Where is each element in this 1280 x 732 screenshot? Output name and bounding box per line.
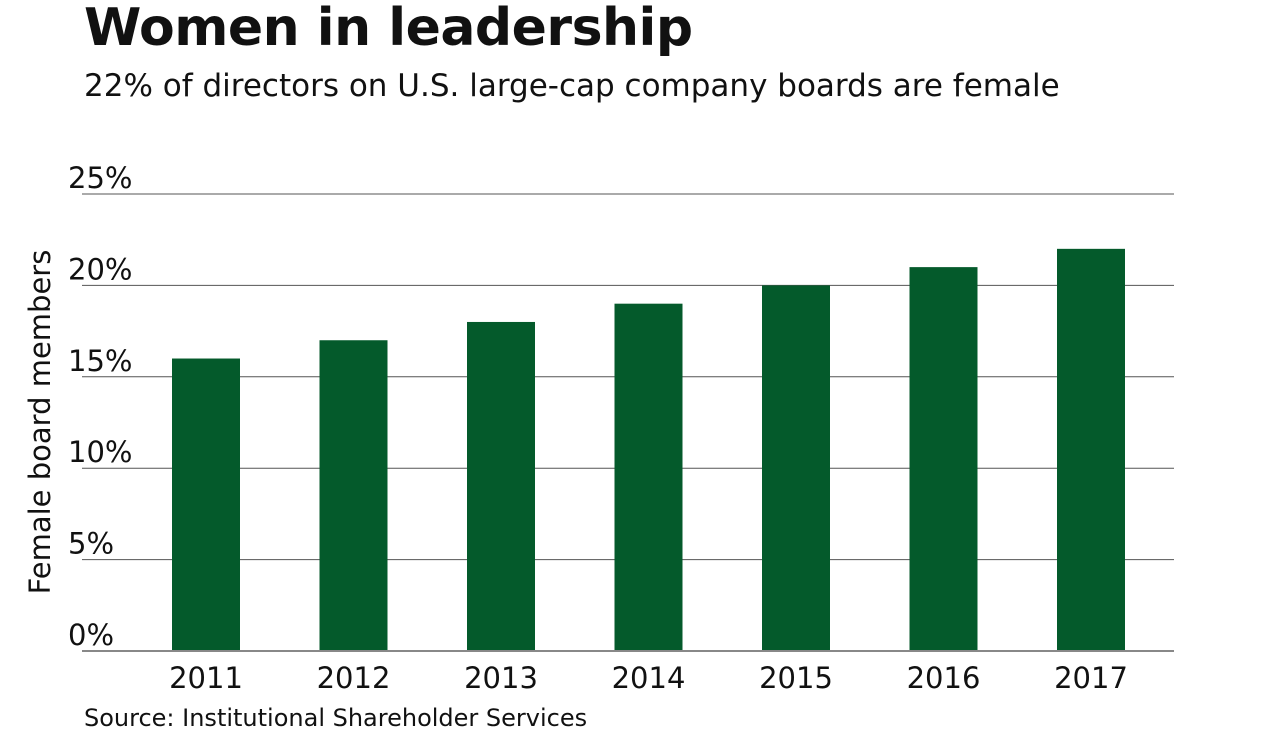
y-tick-label: 25%	[68, 161, 132, 195]
bar-2011	[172, 358, 240, 650]
x-tick-label: 2017	[1054, 661, 1128, 695]
y-axis-label: Female board members	[23, 250, 57, 595]
x-tick-label: 2014	[612, 661, 686, 695]
x-tick-label: 2015	[759, 661, 833, 695]
bar-2015	[762, 285, 830, 650]
y-tick-label: 10%	[68, 435, 132, 469]
bar-2012	[319, 340, 388, 650]
bar-2016	[909, 267, 978, 650]
x-tick-label: 2011	[169, 661, 243, 695]
y-tick-label: 0%	[68, 618, 114, 652]
x-tick-label: 2013	[464, 661, 538, 695]
y-tick-label: 20%	[68, 252, 132, 286]
chart-title: Women in leadership	[84, 0, 693, 58]
source-note: Source: Institutional Shareholder Servic…	[84, 704, 588, 732]
bar-2017	[1057, 248, 1125, 650]
x-tick-label: 2012	[317, 661, 391, 695]
y-tick-label: 15%	[68, 344, 132, 378]
y-tick-label: 5%	[68, 527, 114, 561]
bar-2013	[467, 321, 535, 650]
chart-subtitle: 22% of directors on U.S. large-cap compa…	[84, 68, 1060, 104]
x-tick-label: 2016	[907, 661, 981, 695]
bar-2014	[614, 303, 683, 650]
